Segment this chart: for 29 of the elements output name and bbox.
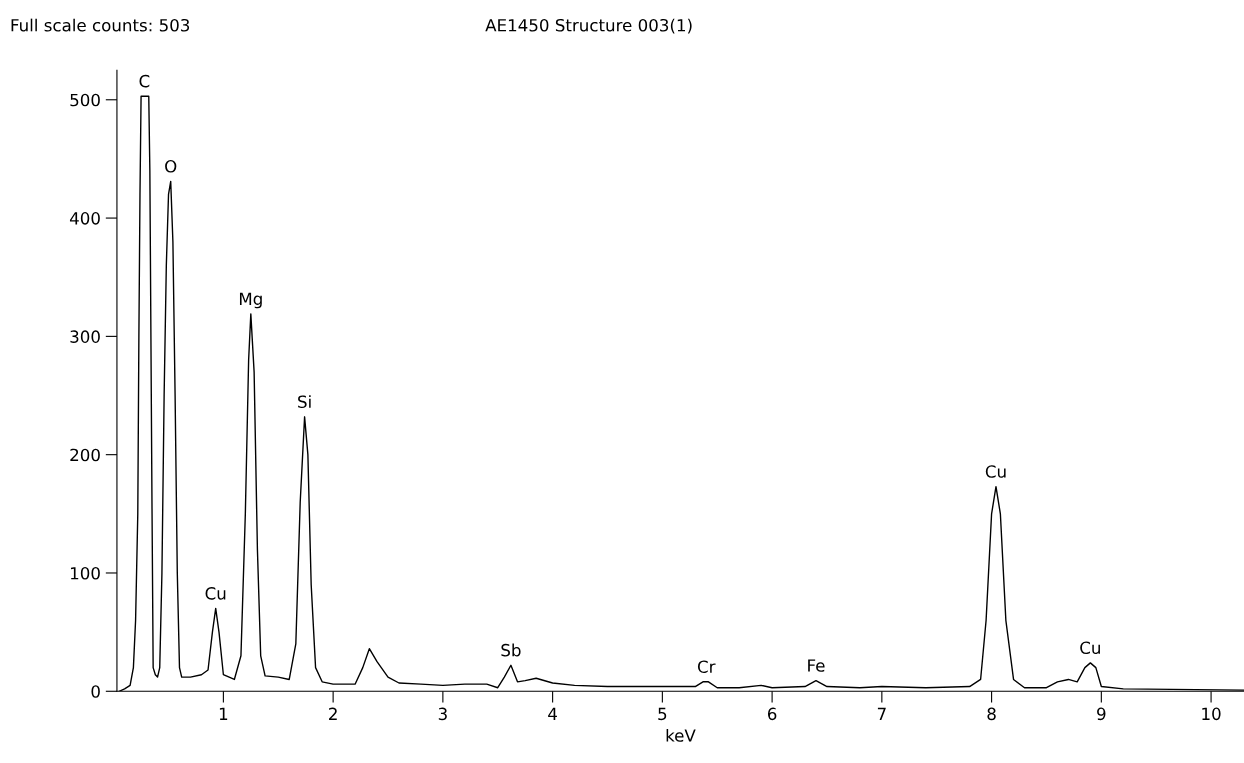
annotation: Cr bbox=[697, 660, 716, 674]
x-tick-label: 7 bbox=[877, 707, 886, 720]
chart-title: AE1450 Structure 003(1) bbox=[485, 18, 692, 34]
y-tick-label: 200 bbox=[70, 448, 100, 462]
annotation: Sb bbox=[501, 643, 521, 657]
y-tick-label: 100 bbox=[70, 566, 100, 580]
x-tick-label: 8 bbox=[987, 707, 996, 721]
x-tick-label: 1 bbox=[219, 707, 228, 720]
x-tick-label: 10 bbox=[1202, 707, 1221, 721]
x-tick-label: 3 bbox=[438, 707, 447, 721]
text: Full scale counts: 503 bbox=[11, 18, 190, 32]
annotation: Fe bbox=[808, 659, 825, 672]
y-tick-label: 400 bbox=[69, 212, 100, 225]
x-tick-label: 5 bbox=[658, 707, 667, 721]
annotation: O bbox=[165, 160, 177, 173]
y-tick-label: 300 bbox=[70, 330, 100, 343]
x-tick-label: 2 bbox=[329, 707, 337, 720]
x-axis-title: keV bbox=[666, 728, 696, 742]
annotation: Mg bbox=[239, 292, 262, 309]
annotation: C bbox=[139, 74, 150, 88]
x-tick-label: 4 bbox=[548, 707, 557, 720]
annotation: Cu bbox=[1080, 641, 1100, 655]
y-tick-label: 0 bbox=[91, 685, 100, 698]
annotation: Cu bbox=[205, 587, 226, 600]
annotation: Si bbox=[298, 395, 311, 409]
x-tick-label: 9 bbox=[1097, 707, 1106, 721]
x-tick-label: 6 bbox=[767, 707, 777, 721]
annotation: Cu bbox=[985, 465, 1006, 478]
y-tick-label: 500 bbox=[70, 93, 100, 107]
